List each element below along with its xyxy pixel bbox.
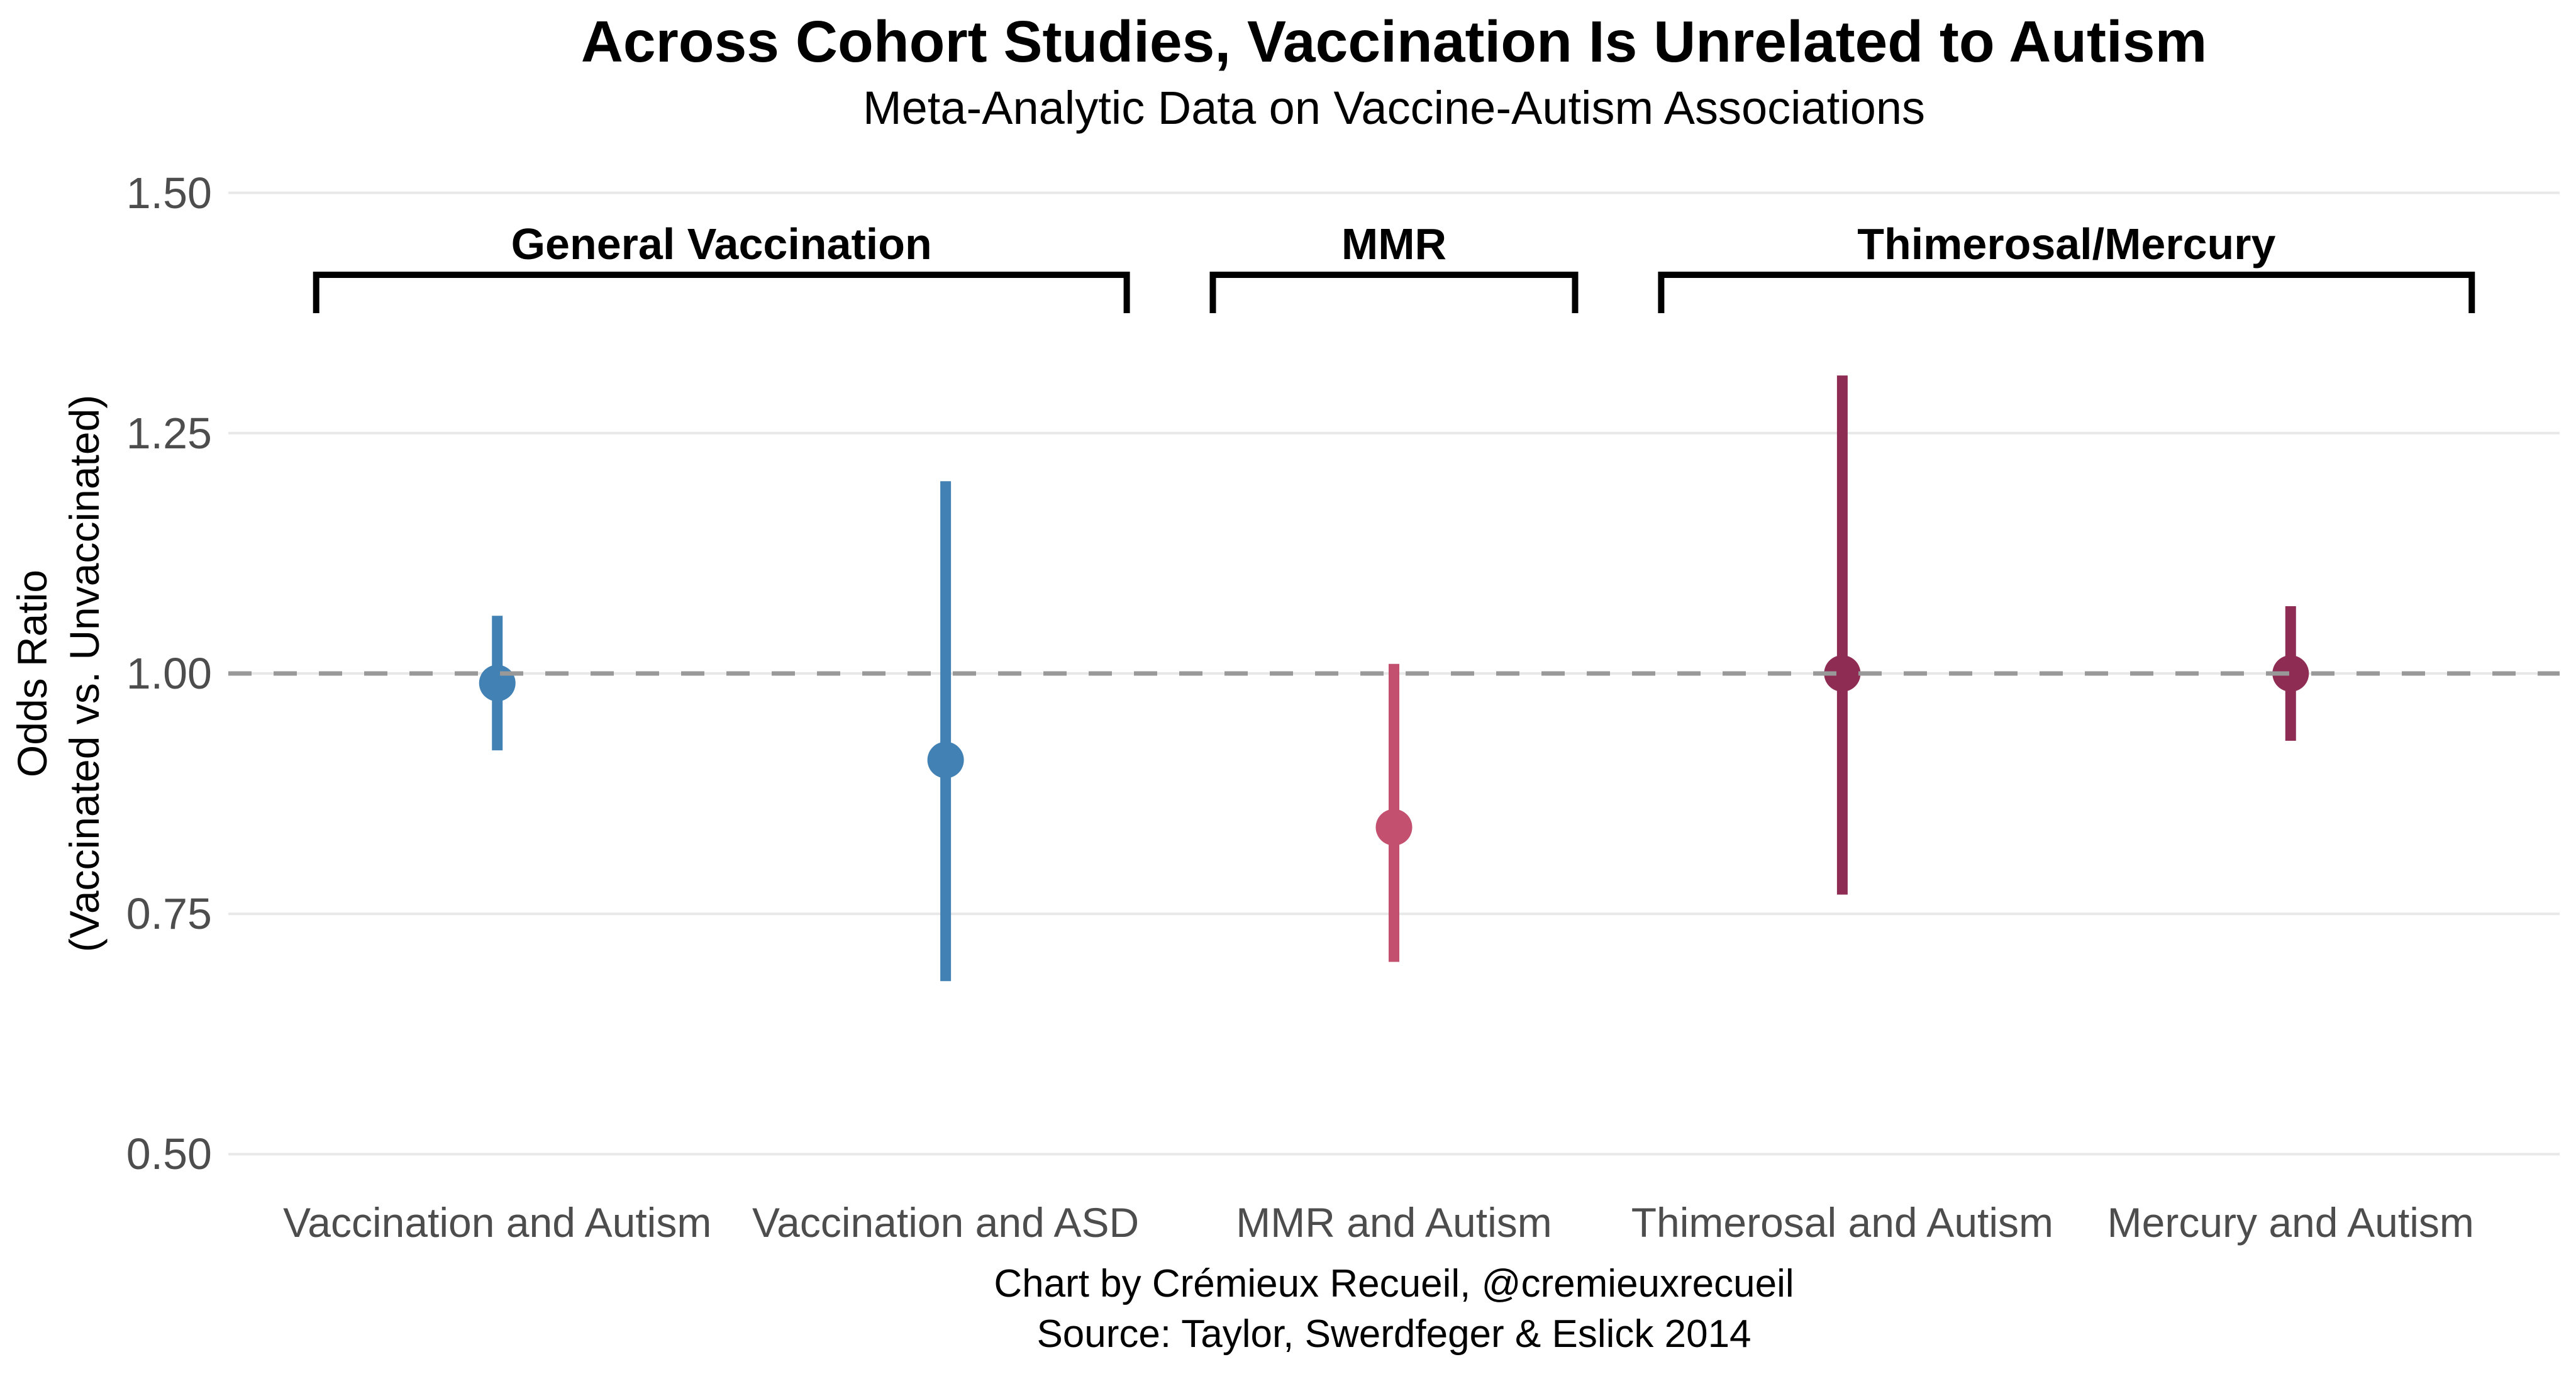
footer-source: Source: Taylor, Swerdfeger & Eslick 2014 (1036, 1312, 1752, 1356)
chart-title: Across Cohort Studies, Vaccination Is Un… (580, 9, 2207, 74)
point-marker (479, 665, 516, 702)
x-category-label: Thimerosal and Autism (1631, 1199, 2054, 1246)
group-label: MMR (1341, 219, 1447, 269)
y-tick-label: 1.00 (126, 649, 212, 698)
x-category-label: Mercury and Autism (2107, 1199, 2474, 1246)
footer-credit: Chart by Crémieux Recueil, @cremieuxrecu… (994, 1262, 1794, 1305)
point-marker (1375, 809, 1413, 846)
group-label: Thimerosal/Mercury (1857, 219, 2276, 269)
chart-subtitle: Meta-Analytic Data on Vaccine-Autism Ass… (862, 82, 1926, 134)
y-tick-label: 0.50 (126, 1129, 212, 1179)
x-category-label: Vaccination and ASD (752, 1199, 1140, 1246)
y-tick-label: 1.50 (126, 168, 212, 218)
point-marker (927, 741, 964, 778)
group-bracket (1658, 272, 2475, 313)
y-tick-label: 1.25 (126, 408, 212, 458)
x-category-label: Vaccination and Autism (283, 1199, 712, 1246)
point-marker (2272, 655, 2309, 692)
group-bracket (1209, 272, 1579, 313)
point-marker (1824, 655, 1861, 692)
x-category-label: MMR and Autism (1236, 1199, 1552, 1246)
y-tick-label: 0.75 (126, 889, 212, 939)
group-label: General Vaccination (511, 219, 932, 269)
group-bracket (313, 272, 1130, 313)
